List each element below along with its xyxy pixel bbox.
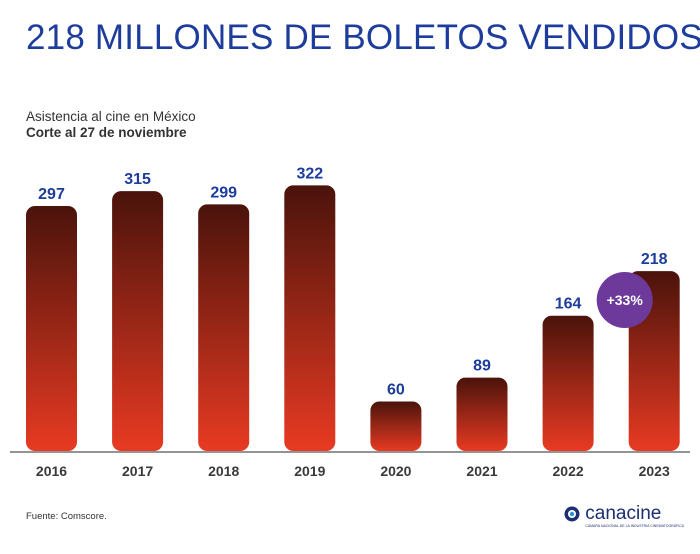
growth-badge bbox=[596, 272, 653, 328]
bar-2021 bbox=[456, 377, 508, 451]
data-label-2019: 322 bbox=[296, 165, 323, 182]
bar-2022 bbox=[542, 315, 594, 451]
bar-2016 bbox=[26, 205, 77, 451]
data-label-2021: 89 bbox=[473, 358, 491, 375]
data-label-2022: 164 bbox=[555, 296, 582, 313]
canacine-logo-icon bbox=[564, 506, 580, 522]
data-label-2017: 315 bbox=[124, 171, 151, 188]
data-label-2023: 218 bbox=[641, 251, 668, 268]
x-tick-label-2021: 2021 bbox=[466, 463, 497, 479]
growth-badge-label: +33% bbox=[607, 292, 644, 308]
chart-date-note: Corte al 27 de noviembre bbox=[26, 125, 187, 140]
chart-subtitle: Asistencia al cine en México bbox=[26, 109, 196, 124]
x-tick-label-2023: 2023 bbox=[639, 463, 670, 479]
x-tick-label-2018: 2018 bbox=[208, 463, 239, 479]
source-note: Fuente: Comscore. bbox=[26, 511, 107, 522]
bar-2019 bbox=[284, 185, 336, 451]
logo-tagline: CÁMARA NACIONAL DE LA INDUSTRIA CINEMATO… bbox=[585, 524, 684, 528]
page-title: 218 MILLONES DE BOLETOS VENDIDOS bbox=[26, 18, 700, 57]
x-tick-label-2020: 2020 bbox=[380, 463, 411, 479]
data-label-2020: 60 bbox=[387, 382, 405, 399]
x-tick-label-2022: 2022 bbox=[553, 463, 584, 479]
bar-chart: 297 2016 315 2017 299 2018 322 2019 60 2020 89 2021… bbox=[10, 165, 690, 479]
logo-name: canacine bbox=[585, 503, 662, 524]
data-label-2016: 297 bbox=[38, 186, 65, 203]
x-tick-label-2019: 2019 bbox=[294, 463, 325, 479]
bar-2020 bbox=[370, 401, 422, 451]
data-label-2018: 299 bbox=[210, 184, 237, 201]
bar-2018 bbox=[198, 204, 250, 451]
x-tick-label-2016: 2016 bbox=[36, 463, 67, 479]
bar-2017 bbox=[112, 191, 164, 451]
x-tick-label-2017: 2017 bbox=[122, 463, 153, 479]
canacine-logo: canacine CÁMARA NACIONAL DE LA INDUSTRIA… bbox=[564, 504, 684, 528]
